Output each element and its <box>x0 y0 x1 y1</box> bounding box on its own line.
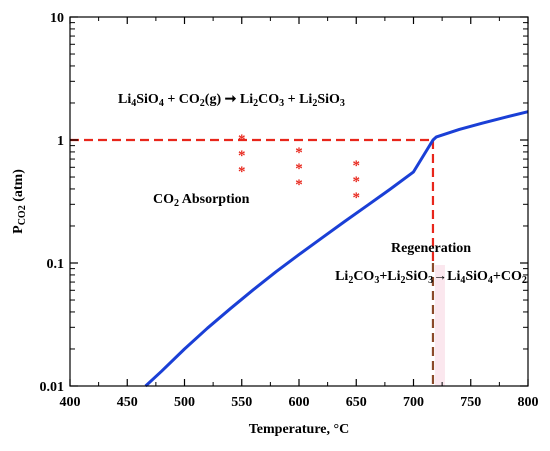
regeneration-reaction-label-part: SiO <box>465 269 488 284</box>
regeneration-reaction-label-part: SiO <box>406 269 429 284</box>
reaction-top-label-part: 3 <box>279 98 284 109</box>
reaction-top-label-part: SiO <box>136 92 159 107</box>
co2-absorption-label-part: 2 <box>174 198 179 209</box>
reaction-top-label-part: 4 <box>131 98 136 109</box>
star-marker: * <box>238 148 246 164</box>
regeneration-reaction-label-part: +CO <box>493 269 522 284</box>
x-tick-label: 700 <box>403 395 424 410</box>
regeneration-reaction-label-part: +Li <box>379 269 400 284</box>
reference-lines <box>70 138 435 386</box>
star-marker: * <box>295 161 303 177</box>
y-axis-title-unit: (atm) <box>11 169 26 205</box>
x-axis-title: Temperature, °C <box>249 422 349 437</box>
star-marker: * <box>238 164 246 180</box>
reaction-top-label-part: 2 <box>200 98 205 109</box>
regeneration-reaction-label-part: Li <box>335 269 348 284</box>
reaction-top-label-part: 3 <box>340 98 345 109</box>
x-tick-label: 500 <box>174 395 195 410</box>
y-tick-label: 1 <box>57 134 64 149</box>
regeneration-reaction-label-part: Li <box>447 269 460 284</box>
co2-absorption-label-part: CO <box>153 192 174 207</box>
y-axis-title: PCO2 (atm) <box>11 169 28 234</box>
y-tick-label: 0.1 <box>47 257 65 272</box>
regeneration-reaction-label-part: 3 <box>428 275 433 286</box>
reaction-top-label: Li4SiO4 + CO2(g) ➞ Li2CO3 + Li2SiO3 <box>118 92 345 109</box>
star-marker: * <box>238 132 246 148</box>
regeneration-reaction-label-part: 4 <box>460 275 465 286</box>
x-ticks: 400 450 500 550 600 650 700 750 800 <box>60 17 539 410</box>
reaction-top-label-part: Li <box>236 92 253 107</box>
star-marker: * <box>353 190 361 206</box>
regeneration-reaction-label-part: 2 <box>348 275 353 286</box>
regeneration-shade <box>434 265 445 386</box>
regeneration-reaction-label-part: 2 <box>522 275 527 286</box>
star-marker: * <box>353 158 361 174</box>
co2-absorption-label-part: Absorption <box>179 192 250 207</box>
regeneration-reaction-label-part: 3 <box>374 275 379 286</box>
regeneration-shade-rect <box>434 265 445 386</box>
reaction-top-label-part: + CO <box>164 92 200 107</box>
regeneration-reaction-label-part: 2 <box>401 275 406 286</box>
reaction-top-label-part: Li <box>118 92 131 107</box>
reaction-top-label-part: CO <box>258 92 279 107</box>
x-tick-label: 600 <box>289 395 310 410</box>
reaction-top-label-part: 2 <box>253 98 258 109</box>
reaction-top-label-part: 2 <box>312 98 317 109</box>
y-tick-label: 10 <box>50 11 64 26</box>
stars: ********* <box>238 132 360 206</box>
y-tick-label: 0.01 <box>40 380 65 395</box>
regeneration-reaction-label-part: 4 <box>488 275 493 286</box>
x-tick-label: 400 <box>60 395 81 410</box>
star-marker: * <box>353 174 361 190</box>
regeneration-reaction-label-part: → <box>433 269 447 284</box>
regeneration-reaction-label-part: CO <box>353 269 374 284</box>
reaction-top-label-part: ➞ <box>225 92 237 107</box>
reaction-top-label-part: 4 <box>159 98 164 109</box>
co2-absorption-label: CO2 Absorption <box>153 192 250 209</box>
x-tick-label: 800 <box>518 395 539 410</box>
regeneration-title: Regeneration <box>391 241 471 256</box>
star-marker: * <box>295 145 303 161</box>
y-axis-title-main: P <box>11 225 26 234</box>
x-tick-label: 550 <box>231 395 252 410</box>
y-axis-title-sub: CO2 <box>17 205 28 225</box>
reaction-top-label-part: SiO <box>317 92 340 107</box>
star-marker: * <box>295 177 303 193</box>
reaction-top-label-part: (g) <box>205 92 225 107</box>
series-line <box>144 110 529 388</box>
minor-ticks <box>70 22 528 350</box>
y-ticks: 0.01 0.1 1 10 <box>40 11 528 395</box>
x-tick-label: 650 <box>346 395 367 410</box>
regeneration-reaction-label: Li2CO3+Li2SiO3→Li4SiO4+CO2 <box>335 269 527 286</box>
x-tick-label: 450 <box>117 395 138 410</box>
x-tick-label: 750 <box>460 395 481 410</box>
reaction-top-label-part: + Li <box>284 92 312 107</box>
